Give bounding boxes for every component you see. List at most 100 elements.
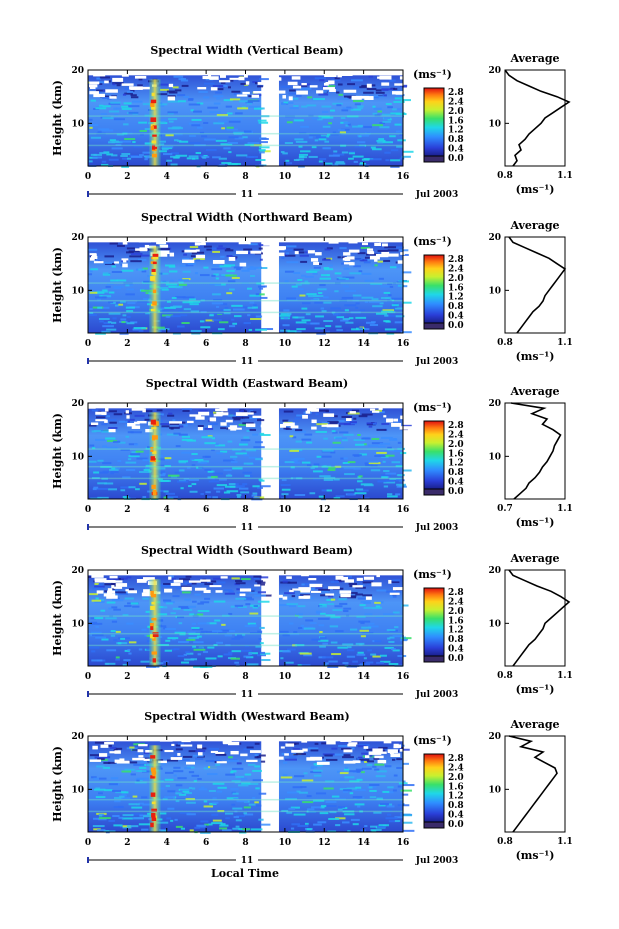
heatmap-cell (341, 748, 352, 751)
heatmap-cell (188, 750, 197, 753)
missing-data-patch (294, 251, 299, 255)
missing-data-patch (301, 82, 307, 86)
heatmap-cell (221, 623, 226, 626)
heatmap-cell (343, 121, 350, 124)
missing-data-patch (173, 579, 183, 583)
missing-data-patch (346, 256, 355, 260)
heatmap-cell (365, 321, 375, 324)
heatmap-cell (246, 746, 254, 749)
heatmap-cell (215, 277, 219, 280)
heatmap-cell (89, 126, 93, 129)
heatmap-cell (170, 819, 174, 822)
heatmap-cell (120, 448, 130, 451)
heatmap-cell (90, 617, 96, 620)
heatmap-cell (391, 590, 402, 593)
heatmap-cell (319, 455, 332, 458)
heatmap-cell (96, 132, 106, 135)
heatmap-cell (324, 754, 333, 757)
heatmap-cell (321, 489, 329, 492)
heatmap-cell (387, 786, 394, 789)
heatmap-cell (384, 314, 389, 317)
heatmap-cell (127, 90, 134, 93)
missing-data-patch (219, 80, 231, 83)
heatmap-cell (362, 594, 373, 597)
heatmap-cell (373, 95, 384, 98)
heatmap-cell (328, 595, 334, 598)
missing-data-patch (246, 759, 258, 763)
heatmap-cell (128, 803, 137, 806)
heatmap-cell (388, 820, 400, 823)
heatmap-cell (238, 100, 248, 103)
heatmap-cell (173, 754, 177, 757)
missing-data-patch (287, 81, 298, 86)
heatmap-cell (334, 77, 340, 80)
heatmap-cell (398, 280, 409, 283)
heatmap-cell (250, 411, 257, 414)
missing-data-patch (391, 422, 402, 427)
heatmap-cell (400, 331, 412, 334)
heatmap-cell (183, 653, 188, 656)
heatmap-cell (343, 95, 356, 98)
heatmap-cell (382, 790, 390, 793)
heatmap-cell (240, 441, 249, 444)
heatmap-cell (240, 439, 251, 442)
heatmap-cell (376, 589, 387, 592)
missing-data-patch (303, 595, 311, 599)
x-tick-label: 16 (397, 172, 410, 182)
heatmap-cell (381, 88, 393, 91)
heatmap-cell (115, 791, 127, 794)
heatmap-cell (194, 612, 198, 615)
heatmap-cell (208, 789, 216, 792)
heatmap-cell (232, 767, 244, 770)
heatmap-cell (98, 583, 103, 586)
average-unit: (ms⁻¹) (516, 516, 555, 529)
x-tick-label: 8 (242, 172, 248, 182)
heatmap-cell (365, 258, 370, 261)
heatmap-cell (168, 412, 173, 415)
heatmap-cell (196, 126, 203, 129)
heatmap-cell (228, 651, 233, 654)
heatmap-cell (88, 575, 93, 578)
heatmap-cell (118, 420, 128, 423)
panel-0: Spectral Width (Vertical Beam)0 2 4 6 8 10 12 1… (51, 44, 573, 200)
heatmap-cell (120, 140, 131, 143)
heatmap-cell (353, 258, 363, 261)
heatmap-cell (344, 309, 349, 312)
heatmap-cell (221, 614, 230, 617)
missing-data-patch (284, 753, 289, 756)
heatmap-cell (382, 94, 387, 97)
heatmap-cell (164, 796, 176, 799)
heatmap-cell (184, 582, 192, 585)
heatmap-cell (204, 138, 216, 141)
missing-data-patch (212, 259, 225, 264)
heatmap-cell (281, 479, 287, 482)
missing-data-patch (323, 413, 335, 417)
heatmap-cell (292, 748, 300, 751)
heatmap-cell (259, 78, 270, 81)
panel-4: Spectral Width (Westward Beam)0 2 4 6 8 10 12 1… (51, 710, 573, 866)
missing-data-patch (225, 419, 233, 423)
heatmap-cell (94, 601, 105, 604)
heatmap-cell (384, 151, 391, 154)
heatmap-cell (185, 248, 191, 251)
heatmap-cell (186, 439, 196, 442)
heatmap-cell (326, 598, 334, 601)
heatmap-cell (369, 158, 382, 161)
heatmap-cell (341, 415, 353, 418)
heatmap-cell (121, 105, 130, 108)
heatmap-cell (401, 604, 409, 607)
heatmap-cell (175, 445, 181, 448)
heatmap-cell (255, 441, 263, 444)
heatmap-cell (198, 826, 206, 829)
heatmap-cell (200, 493, 204, 496)
heatmap-cell (336, 329, 343, 332)
heatmap-cell (159, 140, 167, 143)
heatmap-cell (192, 645, 196, 648)
heatmap-cell (336, 104, 342, 107)
heatmap-cell (391, 758, 396, 761)
heatmap-cell (364, 825, 368, 828)
heatmap-cell (342, 107, 354, 110)
streak-cell (150, 622, 154, 627)
missing-data-patch (247, 412, 254, 415)
heatmap-cell (177, 777, 187, 780)
